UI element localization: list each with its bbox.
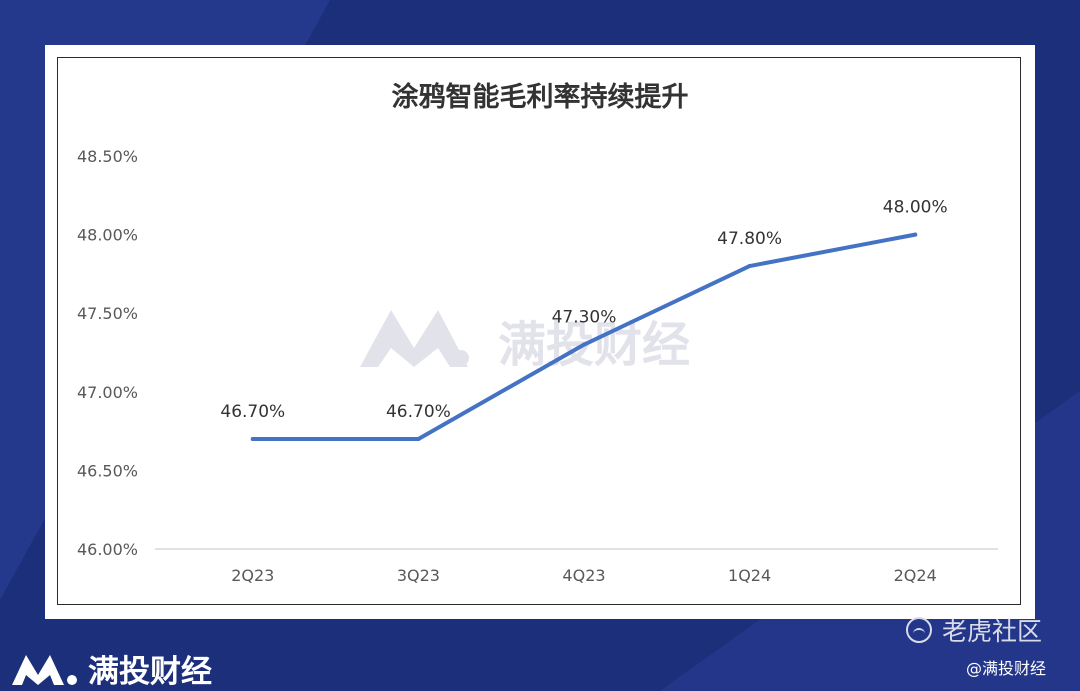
community-name: 老虎社区 [942,617,1043,646]
data-label: 46.70% [220,402,285,422]
data-point [416,436,421,441]
data-point [582,342,586,347]
x-tick-label: 2Q24 [894,566,937,585]
line-chart: 涂鸦智能毛利率持续提升 满投财经 46.00% 46.50% 47.00% 47.50… [77,81,998,585]
footer-brand: 满投财经 [88,653,212,690]
m-logo-icon [12,655,77,685]
x-tick-label: 1Q24 [728,566,771,585]
y-tick-label: 46.50% [77,461,138,480]
y-tick-label: 48.50% [77,147,138,166]
tiger-community-icon [906,617,932,643]
chart-card: 涂鸦智能毛利率持续提升 满投财经 46.00% 46.50% 47.00% 47.50… [45,45,1035,619]
data-point [747,264,752,269]
data-point [250,436,255,441]
data-point [913,232,918,237]
watermark-logo-dot [453,350,469,366]
watermark-text: 满投财经 [498,317,690,373]
chart-frame: 涂鸦智能毛利率持续提升 满投财经 46.00% 46.50% 47.00% 47.50… [57,57,1021,605]
y-tick-label: 47.00% [77,383,138,402]
y-tick-label: 47.50% [77,304,138,323]
watermark-logo-icon [360,310,468,367]
x-tick-label: 4Q23 [562,566,605,585]
series-line [250,232,918,441]
x-axis: 2Q23 3Q23 4Q23 1Q24 2Q24 [155,548,998,585]
chart-title: 涂鸦智能毛利率持续提升 [392,81,689,113]
author-handle: @满投财经 [966,659,1047,678]
data-label: 48.00% [883,198,948,218]
y-tick-label: 46.00% [77,540,138,559]
footer-logo: 满投财经 [8,648,212,690]
watermark: 满投财经 [360,310,690,373]
data-label: 46.70% [386,402,451,422]
y-tick-label: 48.00% [77,226,138,245]
community-watermark: 老虎社区 [906,612,1042,648]
data-labels: 46.70% 46.70% 47.30% 47.80% 48.00% [220,198,947,422]
data-label: 47.80% [717,229,782,249]
data-label: 47.30% [552,308,617,328]
x-tick-label: 2Q23 [231,566,274,585]
x-tick-label: 3Q23 [397,566,440,585]
y-axis: 46.00% 46.50% 47.00% 47.50% 48.00% 48.50% [77,147,138,559]
